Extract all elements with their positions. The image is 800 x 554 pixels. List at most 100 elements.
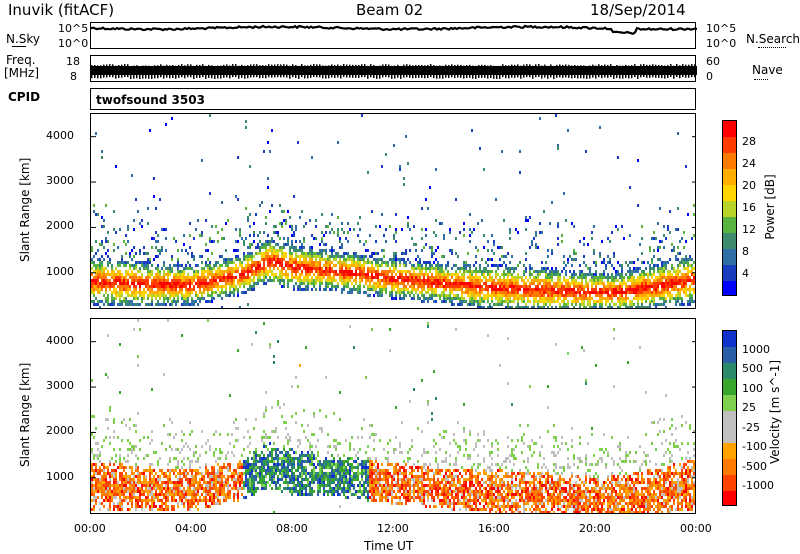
date-label: 18/Sep/2014: [590, 1, 686, 19]
radar-title: Inuvik (fitACF): [8, 1, 115, 19]
freq-sample: [352, 64, 354, 78]
power-ylabel: Slant Range [km]: [18, 157, 32, 262]
freq-sample: [373, 65, 375, 78]
freq-sample: [676, 64, 678, 77]
freq-sample: [694, 64, 696, 78]
freq-sample: [157, 65, 159, 79]
freq-sample: [232, 64, 234, 78]
freq-sample: [490, 65, 492, 79]
freq-sample: [274, 64, 276, 78]
velocity-colorbar-segment: [723, 379, 736, 396]
power-colorbar-segment: [723, 233, 736, 250]
freq-sample: [493, 65, 495, 79]
freq-sample: [397, 64, 399, 78]
velocity-colorbar-segment: [723, 491, 736, 505]
freq-sample: [538, 64, 540, 77]
freq-sample: [346, 64, 348, 78]
freq-sample: [568, 64, 570, 78]
n-sky-underline: [12, 46, 26, 47]
velocity-colorbar-tick: -1000: [742, 479, 774, 493]
noise-trace: [91, 24, 697, 36]
freq-sample: [265, 65, 267, 79]
freq-sample: [658, 64, 660, 78]
freq-sample: [571, 65, 573, 79]
freq-sample: [169, 65, 171, 79]
freq-sample: [409, 64, 411, 78]
freq-sample: [295, 65, 297, 78]
freq-sample: [652, 64, 654, 78]
velocity-colorbar-tick: -25: [742, 420, 760, 434]
freq-sample: [643, 64, 645, 77]
freq-sample: [124, 64, 126, 77]
velocity-colorbar: [722, 330, 737, 506]
freq-sample: [262, 65, 264, 79]
cpid-program: twofsound 3503: [96, 93, 205, 107]
freq-sample: [559, 64, 561, 78]
power-ytick-label: 1000: [46, 264, 74, 278]
freq-sample: [529, 64, 531, 78]
freq-sample: [661, 65, 663, 79]
freq-sample: [94, 65, 96, 78]
freq-sample: [154, 65, 156, 79]
freq-sample: [280, 64, 282, 78]
freq-sample: [247, 65, 249, 79]
freq-sample: [292, 64, 294, 78]
cpid-label: CPID: [8, 90, 41, 104]
freq-sample: [637, 65, 639, 79]
freq-sample: [541, 65, 543, 79]
x-tick-label: 12:00: [377, 522, 409, 535]
freq-sample: [604, 64, 606, 78]
freq-sample: [418, 64, 420, 78]
freq-sample: [286, 64, 288, 78]
velocity-colorbar-tick: -100: [742, 440, 767, 454]
freq-sample: [436, 65, 438, 79]
freq-sample: [175, 65, 177, 79]
x-tick-label: 00:00: [74, 522, 106, 535]
velocity-ytick-label: 3000: [46, 379, 74, 393]
freq-sample: [97, 65, 99, 79]
freq-sample: [547, 65, 549, 79]
freq-sample: [589, 65, 591, 79]
freq-sample: [628, 65, 630, 79]
n-sky-tick-bottom: 10^0: [58, 37, 89, 50]
freq-sample: [217, 65, 219, 79]
power-colorbar-tick: 16: [742, 201, 756, 214]
freq-sample: [241, 64, 243, 78]
n-search-label: N.Search: [746, 32, 800, 46]
noise-panel: [90, 22, 697, 49]
velocity-colorbar-segment: [723, 459, 736, 476]
freq-sample: [469, 64, 471, 78]
freq-sample: [370, 64, 372, 78]
freq-sample: [448, 65, 450, 78]
freq-sample: [388, 64, 390, 78]
freq-sample: [574, 65, 576, 78]
freq-sample: [127, 64, 129, 78]
freq-sample: [313, 64, 315, 77]
velocity-colorbar-segment: [723, 443, 736, 460]
freq-sample: [115, 65, 117, 79]
freq-sample: [634, 64, 636, 78]
freq-sample: [106, 64, 108, 78]
freq-sample: [214, 66, 216, 79]
freq-sample: [511, 64, 513, 78]
velocity-cells: [91, 319, 695, 513]
freq-sample: [391, 65, 393, 79]
nave-dots: [754, 79, 768, 80]
freq-sample: [220, 65, 222, 79]
freq-sample: [427, 65, 429, 79]
power-colorbar-tick: 4: [742, 267, 749, 280]
freq-sample: [337, 64, 339, 78]
freq-sample: [223, 64, 225, 78]
freq-sample: [166, 64, 168, 78]
freq-sample: [517, 64, 519, 78]
freq-sample: [532, 65, 534, 79]
x-tick-label: 16:00: [478, 522, 510, 535]
power-colorbar-segment: [723, 281, 736, 295]
freq-sample: [598, 64, 600, 78]
velocity-colorbar-tick: 500: [742, 362, 763, 376]
freq-sample: [190, 64, 192, 78]
freq-sample: [322, 65, 324, 79]
freq-sample: [316, 64, 318, 78]
freq-sample: [610, 64, 612, 78]
freq-sample: [235, 64, 237, 78]
